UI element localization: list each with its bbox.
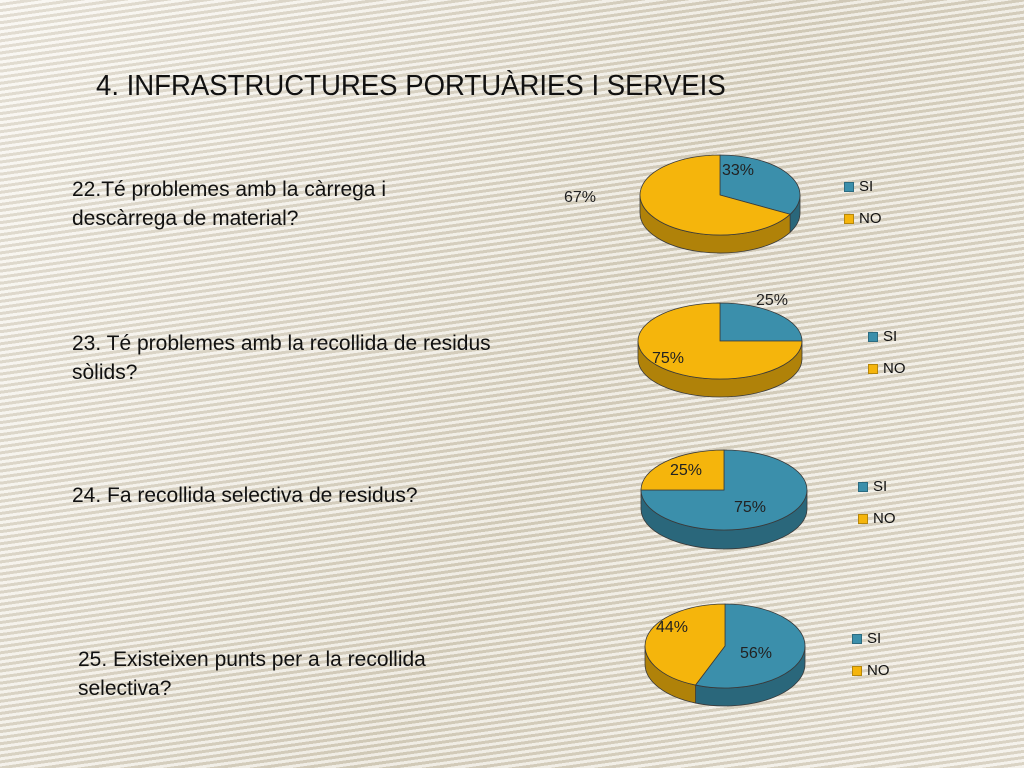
- legend-23: SI NO: [868, 328, 906, 392]
- legend-item-no: NO: [844, 210, 882, 227]
- legend-item-no: NO: [868, 360, 906, 377]
- pie-chart-24: 75% 25%: [640, 449, 808, 550]
- pie-slice-no: [639, 154, 791, 236]
- legend-swatch-si: [844, 181, 854, 192]
- legend-label: NO: [867, 662, 890, 679]
- legend-label: NO: [873, 510, 896, 527]
- legend-swatch-si: [868, 331, 878, 342]
- legend-item-si: SI: [852, 630, 890, 647]
- pie-value-label-si: 75%: [734, 499, 766, 516]
- pie-value-label-si: 25%: [756, 292, 788, 309]
- legend-swatch-si: [858, 481, 868, 492]
- question-24: 24. Fa recollida selectiva de residus?: [72, 484, 418, 507]
- legend-label: NO: [859, 210, 882, 227]
- legend-label: SI: [867, 630, 882, 647]
- pie-value-label-si: 56%: [740, 645, 772, 662]
- pie-slice-si: [719, 302, 803, 342]
- pie-slice-no: [640, 449, 725, 491]
- pie-chart-25: 56% 44%: [644, 603, 806, 707]
- legend-22: SI NO: [844, 178, 882, 242]
- pie-slice-si: [694, 603, 806, 689]
- pie-slice-si: [640, 449, 808, 531]
- legend-item-no: NO: [858, 510, 896, 527]
- pie-value-label-si: 33%: [722, 162, 754, 179]
- legend-label: SI: [859, 178, 874, 195]
- pie-slice-si: [719, 154, 801, 215]
- legend-swatch-no: [852, 665, 862, 676]
- question-22: 22.Té problemes amb la càrrega i descàrr…: [72, 178, 386, 230]
- legend-24: SI NO: [858, 478, 896, 542]
- question-25: 25. Existeixen punts per a la recollida …: [78, 648, 426, 700]
- legend-swatch-no: [858, 513, 868, 524]
- pie-slice-no: [637, 302, 803, 380]
- pie-slice-no: [644, 603, 726, 686]
- legend-item-si: SI: [858, 478, 896, 495]
- legend-swatch-no: [868, 363, 878, 374]
- pie-value-label-no: 75%: [652, 350, 684, 367]
- pie-chart-23: 25% 75%: [637, 292, 803, 398]
- legend-25: SI NO: [852, 630, 890, 694]
- legend-item-si: SI: [868, 328, 906, 345]
- legend-swatch-si: [852, 633, 862, 644]
- legend-label: SI: [883, 328, 898, 345]
- pie-value-label-no: 44%: [656, 619, 688, 636]
- legend-item-si: SI: [844, 178, 882, 195]
- pie-value-label-no: 25%: [670, 462, 702, 479]
- page-title: 4. INFRASTRUCTURES PORTUÀRIES I SERVEIS: [96, 70, 726, 102]
- question-23: 23. Té problemes amb la recollida de res…: [72, 332, 491, 384]
- legend-label: NO: [883, 360, 906, 377]
- pie-value-label-no: 67%: [564, 189, 596, 206]
- legend-label: SI: [873, 478, 888, 495]
- pie-chart-22: 33% 67%: [564, 154, 801, 254]
- legend-item-no: NO: [852, 662, 890, 679]
- legend-swatch-no: [844, 213, 854, 224]
